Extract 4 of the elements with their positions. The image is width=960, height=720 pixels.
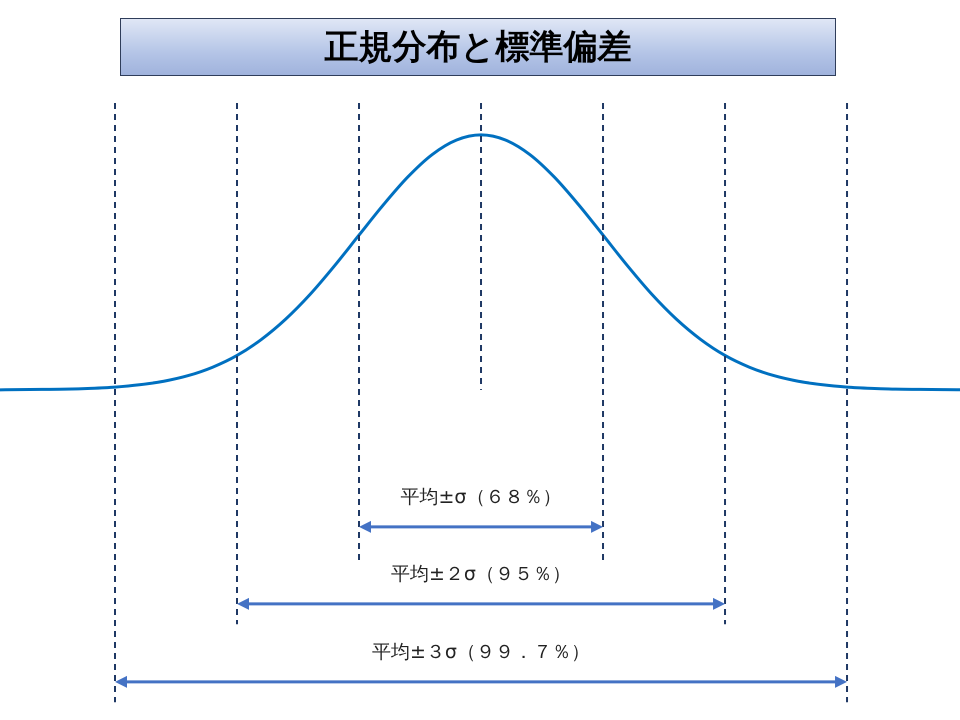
text: 平均±２σ（９５％） (391, 563, 571, 586)
chart-title: 正規分布と標準偏差 (120, 18, 836, 76)
text: 平均±σ（６８％） (400, 486, 562, 508)
text: 平均±３σ（９９．７％） (372, 641, 590, 664)
